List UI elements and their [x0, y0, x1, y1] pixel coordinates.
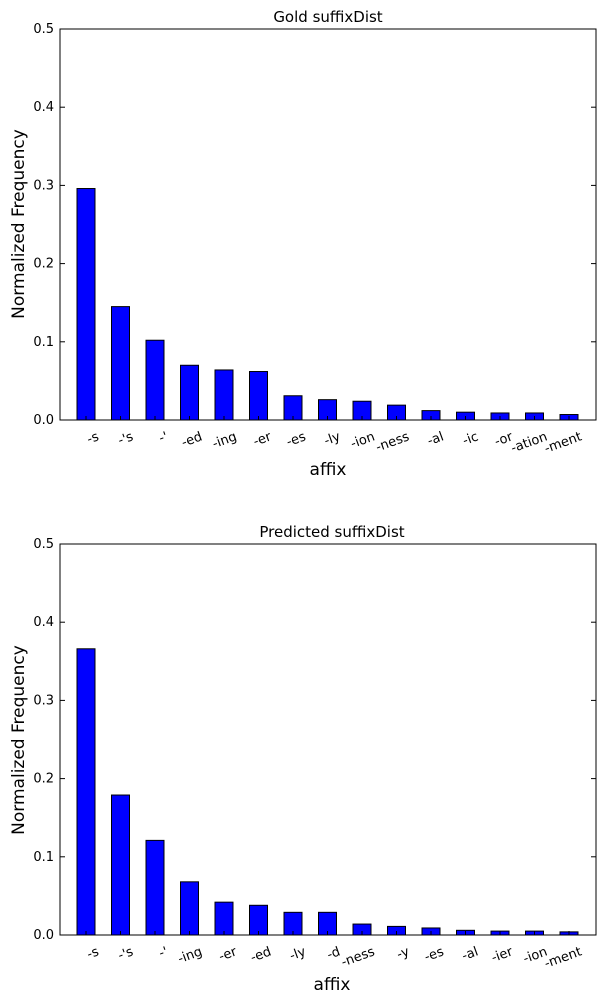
x-axis-label: affix: [310, 460, 347, 480]
y-tick-label: 0.4: [33, 615, 54, 630]
x-tick-label: -ly: [288, 944, 308, 964]
chart-title: Gold suffixDist: [273, 8, 382, 26]
plot-frame: [59, 543, 597, 936]
y-tick-label: 0.1: [33, 335, 54, 350]
x-tick-labels: -s -'s -' -ing -er -ed -ly -d-ness -y -es -al -ier -…: [85, 944, 584, 972]
x-tick-label: -': [157, 429, 170, 446]
bar: [111, 794, 130, 936]
x-tick-label: -'s: [116, 944, 135, 963]
predicted-suffix-chart: Predicted suffixDist Normalized Frequenc…: [9, 523, 597, 994]
bar: [180, 364, 199, 421]
x-tick-label: -ier: [489, 944, 515, 966]
y-tick-label: 0.0: [33, 413, 54, 428]
x-tick-label: -ic: [461, 429, 481, 448]
bar: [76, 648, 96, 936]
gold-suffix-chart: Gold suffixDist Normalized Frequency aff…: [9, 8, 597, 480]
x-tick-label: -ing: [210, 429, 238, 452]
bar: [180, 881, 199, 936]
x-tick-label: -es: [423, 944, 447, 965]
bar: [214, 901, 234, 936]
y-tick-label: 0.3: [33, 178, 54, 193]
x-tick-label: -ed: [249, 944, 274, 965]
y-tick-label: 0.4: [33, 100, 54, 115]
bars: [76, 648, 579, 936]
x-tick-labels: -s -'s -' -ed -ing -er -es -ly -ion-ness -al -ic -o…: [85, 429, 584, 457]
x-tick-label: -ly: [322, 429, 342, 449]
x-tick-label: -ing: [176, 944, 204, 967]
x-tick-label: -er: [251, 429, 274, 449]
bar: [249, 371, 268, 421]
y-ticks: 0.0 0.1 0.2 0.3 0.4 0.5: [33, 537, 596, 943]
bar: [111, 306, 130, 421]
bar: [145, 339, 165, 421]
y-ticks: 0.0 0.1 0.2 0.3 0.4 0.5: [33, 22, 596, 428]
x-tick-label: -ness: [339, 944, 377, 970]
bars: [76, 188, 579, 421]
x-tick-label: -': [157, 944, 170, 961]
y-tick-label: 0.2: [33, 257, 54, 272]
y-tick-label: 0.3: [33, 693, 54, 708]
chart-title: Predicted suffixDist: [259, 523, 404, 541]
x-tick-label: -or: [493, 429, 516, 450]
x-tick-label: -ed: [180, 429, 205, 450]
x-axis-label: affix: [314, 975, 351, 994]
plot-frame: [59, 28, 597, 421]
bar: [249, 904, 268, 936]
x-tick-label: -s: [85, 429, 101, 447]
x-tick-label: -es: [285, 429, 309, 450]
x-tick-label: -d: [325, 944, 342, 963]
y-tick-label: 0.2: [33, 772, 54, 787]
y-tick-label: 0.0: [33, 928, 54, 943]
bar: [76, 188, 96, 421]
x-tick-label: -ment: [542, 944, 583, 971]
x-tick-label: -y: [395, 944, 412, 962]
y-tick-label: 0.1: [33, 850, 54, 865]
y-axis-label: Normalized Frequency: [9, 129, 29, 319]
x-tick-label: -al: [425, 429, 445, 449]
bar: [214, 369, 234, 421]
x-tick-label: -ness: [374, 429, 412, 455]
y-tick-label: 0.5: [33, 537, 54, 552]
x-tick-label: -ment: [542, 429, 583, 456]
y-tick-label: 0.5: [33, 22, 54, 37]
x-tick-label: -al: [460, 944, 480, 964]
x-tick-label: -s: [85, 944, 101, 962]
y-axis-label: Normalized Frequency: [9, 645, 29, 835]
x-tick-label: -er: [217, 944, 240, 964]
bar: [145, 839, 165, 936]
x-tick-label: -'s: [116, 429, 135, 448]
